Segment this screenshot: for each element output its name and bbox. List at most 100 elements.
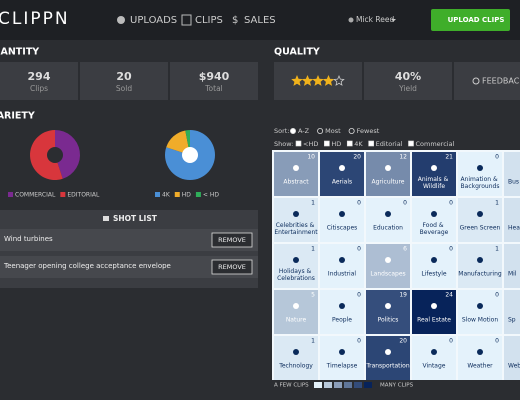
feedback-label[interactable]: FEEDBACK [482, 77, 520, 86]
category-tile[interactable] [274, 336, 318, 380]
category-tile[interactable] [366, 336, 410, 380]
show-option[interactable]: <HD [303, 140, 318, 148]
show-checkbox[interactable] [295, 140, 302, 147]
category-tile[interactable] [366, 244, 410, 288]
remove-label[interactable]: REMOVE [218, 236, 246, 244]
tile-icon [339, 303, 345, 309]
remove-button[interactable] [211, 232, 253, 248]
tile-name[interactable]: Politics [378, 317, 399, 324]
show-option[interactable]: HD [331, 140, 341, 148]
show-option[interactable]: Editorial [376, 140, 403, 148]
category-tile[interactable] [366, 198, 410, 242]
sort-option[interactable]: A-Z [298, 127, 310, 135]
tile-name[interactable]: Nature [286, 317, 307, 324]
tile-name[interactable]: Sp [508, 317, 516, 324]
category-tile[interactable] [504, 336, 520, 380]
clips-icon [181, 14, 192, 26]
category-tile[interactable] [274, 152, 318, 196]
sort-option[interactable]: Most [325, 127, 341, 135]
tile-name[interactable]: Green Screen [460, 225, 501, 232]
category-tile[interactable] [412, 336, 456, 380]
tile-name[interactable]: Bus [508, 179, 519, 186]
category-tile[interactable] [458, 198, 502, 242]
tile-name[interactable]: Aerials [332, 179, 352, 186]
tile-count: 10 [307, 154, 315, 161]
show-option[interactable]: Commercial [416, 140, 455, 148]
category-tile[interactable] [274, 290, 318, 334]
tile-name[interactable]: Web [508, 363, 520, 370]
category-tile[interactable] [320, 290, 364, 334]
show-checkbox[interactable] [408, 140, 414, 147]
category-tile[interactable] [458, 244, 502, 288]
tile-name[interactable]: Education [373, 225, 403, 232]
tile-name[interactable]: Weather [467, 363, 493, 370]
show-checkbox[interactable] [368, 140, 374, 147]
user-name[interactable]: Mick Reed [356, 15, 395, 24]
tile-name[interactable]: People [332, 317, 352, 324]
show-checkbox[interactable] [346, 140, 353, 147]
category-tile[interactable] [504, 244, 520, 288]
quantity-title: QUANTITY [0, 47, 39, 58]
show-option[interactable]: 4K [354, 140, 363, 148]
tile-name[interactable]: Vintage [423, 363, 446, 370]
tile-name[interactable]: Citiscapes [327, 225, 358, 232]
tile-name[interactable]: Agriculture [372, 179, 405, 186]
nav-clips[interactable]: CLIPS [195, 15, 223, 26]
category-tile[interactable] [320, 244, 364, 288]
tile-name[interactable]: Lifestyle [421, 271, 447, 278]
tile-icon [477, 211, 483, 217]
upload-button-label[interactable]: UPLOAD CLIPS [448, 16, 505, 24]
tile-name[interactable]: Industrial [328, 271, 356, 278]
category-tile[interactable] [412, 152, 456, 196]
tile-icon [339, 165, 345, 171]
nav-sales[interactable]: SALES [244, 15, 276, 26]
yield-label: Yield [398, 84, 417, 93]
tile-name[interactable]: Food & Beverage [420, 222, 449, 236]
category-tile[interactable] [412, 198, 456, 242]
category-tile[interactable] [274, 244, 318, 288]
remove-button[interactable] [211, 259, 253, 275]
tile-name[interactable]: Animation & Backgrounds [460, 176, 499, 190]
sort-option[interactable]: Fewest [357, 127, 380, 135]
user-icon [348, 17, 354, 23]
category-tile[interactable] [504, 290, 520, 334]
category-tile[interactable] [320, 198, 364, 242]
nav-uploads[interactable]: UPLOADS [130, 15, 177, 26]
category-tile[interactable] [504, 198, 520, 242]
tile-icon [385, 165, 391, 171]
tile-name[interactable]: Timelapse [326, 363, 358, 370]
sort-radio[interactable] [289, 127, 296, 134]
stat-box [0, 62, 78, 100]
tile-name[interactable]: Manufacturing [458, 271, 502, 278]
sort-radio[interactable] [317, 127, 324, 134]
feedback-box[interactable] [454, 62, 520, 100]
category-tile[interactable] [412, 244, 456, 288]
category-tile[interactable] [458, 336, 502, 380]
category-tile[interactable] [458, 152, 502, 196]
tile-name[interactable]: Technology [278, 363, 313, 370]
show-checkbox[interactable] [324, 140, 330, 147]
remove-label[interactable]: REMOVE [218, 263, 246, 271]
tile-name[interactable]: Slow Motion [462, 317, 498, 324]
category-tile[interactable] [320, 152, 364, 196]
category-tile[interactable] [366, 152, 410, 196]
tile-name[interactable]: Landscapes [370, 271, 405, 278]
category-tile[interactable] [366, 290, 410, 334]
sort-radio[interactable] [348, 127, 355, 134]
category-tile[interactable] [412, 290, 456, 334]
upload-button[interactable] [431, 9, 510, 31]
tile-name[interactable]: Holidays & Celebrations [277, 268, 315, 282]
tile-name[interactable]: Abstract [283, 179, 309, 186]
tile-name[interactable]: Animals & Wildlife [418, 176, 450, 190]
tile-name[interactable]: Mil [508, 271, 517, 278]
category-tile[interactable] [458, 290, 502, 334]
tile-name[interactable]: Celebrities & Entertainment [274, 222, 318, 236]
category-tile[interactable] [274, 198, 318, 242]
category-tile[interactable] [320, 336, 364, 380]
category-tile[interactable] [504, 152, 520, 196]
pie-slice [55, 130, 80, 179]
logo[interactable]: CLIPPN [0, 9, 70, 29]
tile-name[interactable]: Transportation [365, 363, 410, 370]
tile-name[interactable]: Healt [508, 225, 520, 232]
tile-name[interactable]: Real Estate [417, 317, 451, 324]
